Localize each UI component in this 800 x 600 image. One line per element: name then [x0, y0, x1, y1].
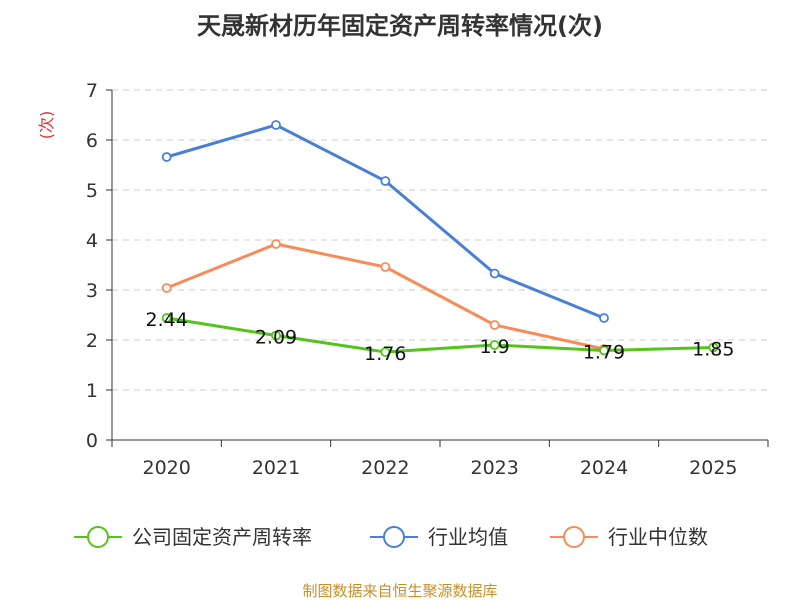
data-labels: 2.44 2.09 1.76 1.9 1.79 1.85	[146, 309, 735, 365]
series-line	[166, 123, 605, 320]
y-axis-label: (次)	[37, 111, 56, 140]
y-tick-label: 3	[86, 280, 98, 302]
data-label: 1.76	[364, 343, 406, 365]
y-tick-label: 1	[86, 380, 98, 402]
source-note: 制图数据来自恒生聚源数据库	[302, 582, 497, 600]
x-tick-label: 2020	[142, 457, 190, 479]
legend: 公司固定资产周转率 行业均值 行业中位数	[74, 525, 708, 549]
data-point[interactable]	[380, 262, 391, 272]
data-label: 1.9	[480, 336, 510, 358]
data-label: 1.79	[583, 342, 625, 364]
data-point[interactable]	[161, 152, 172, 162]
legend-item[interactable]: 公司固定资产周转率	[74, 525, 312, 549]
data-label: 2.09	[255, 327, 297, 349]
chart-title: 天晟新材历年固定资产周转率情况(次)	[197, 12, 603, 40]
series-line	[166, 242, 605, 351]
data-point[interactable]	[489, 340, 500, 350]
data-label: 1.85	[692, 339, 734, 361]
data-point[interactable]	[271, 330, 281, 341]
data-point[interactable]	[271, 239, 281, 249]
data-point[interactable]	[380, 347, 391, 357]
data-point[interactable]	[380, 176, 391, 186]
x-tick-label: 2022	[361, 457, 409, 479]
legend-label: 行业中位数	[608, 525, 708, 549]
y-tick-label: 6	[86, 130, 98, 152]
x-tick-label: 2024	[580, 457, 628, 479]
legend-marker	[383, 526, 405, 548]
y-tick-label: 4	[86, 230, 98, 252]
y-tick-label: 7	[86, 80, 98, 102]
legend-label: 行业均值	[428, 525, 508, 549]
data-point[interactable]	[708, 342, 719, 353]
legend-item[interactable]: 行业中位数	[550, 525, 708, 549]
legend-label: 公司固定资产周转率	[132, 525, 312, 549]
legend-marker	[87, 526, 109, 548]
data-point[interactable]	[599, 345, 609, 356]
grid	[112, 89, 768, 391]
legend-marker	[563, 526, 585, 548]
data-point[interactable]	[161, 313, 172, 323]
legend-item[interactable]: 行业均值	[370, 525, 508, 549]
data-point[interactable]	[599, 313, 609, 323]
y-tick-label: 5	[86, 180, 98, 202]
data-label: 2.44	[146, 309, 188, 331]
data-point[interactable]	[161, 283, 172, 293]
data-point[interactable]	[489, 320, 500, 330]
data-point[interactable]	[489, 268, 500, 279]
y-tick-label: 0	[86, 430, 98, 452]
series	[161, 120, 719, 357]
axes: 0 1 2 3 4 5 6 7 2020 2021 2022 2023 2024 2025	[86, 80, 769, 479]
x-tick-label: 2023	[470, 457, 518, 479]
data-point[interactable]	[271, 120, 281, 130]
y-tick-label: 2	[86, 330, 98, 352]
x-tick-label: 2021	[252, 457, 300, 479]
x-tick-label: 2025	[689, 457, 737, 479]
series-line	[166, 316, 714, 354]
